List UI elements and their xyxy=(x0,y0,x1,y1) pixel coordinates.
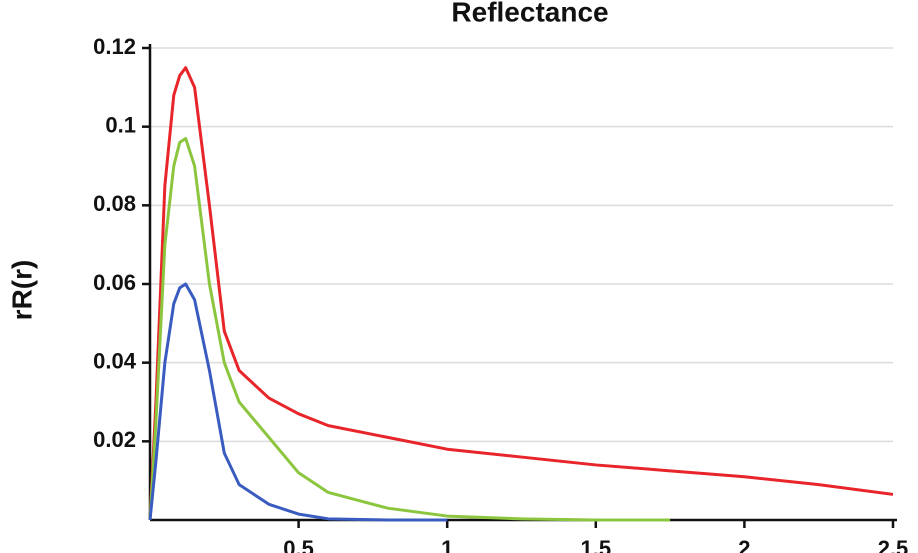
y-tick-label: 0.02 xyxy=(93,427,136,452)
x-tick-label: 0.5 xyxy=(283,536,314,553)
chart-title: Reflectance xyxy=(451,0,608,27)
y-axis-label: rR(r) xyxy=(6,260,37,321)
y-tick-label: 0.1 xyxy=(105,112,136,137)
y-tick-label: 0.08 xyxy=(93,191,136,216)
x-tick-label: 1.5 xyxy=(581,536,612,553)
x-tick-label: 2.5 xyxy=(878,536,909,553)
x-tick-label: 2 xyxy=(738,536,750,553)
line xyxy=(148,282,448,522)
y-tick-label: 0.06 xyxy=(93,270,136,295)
x-tick-label: 1 xyxy=(441,536,453,553)
line xyxy=(148,66,894,521)
y-tick-label: 0.04 xyxy=(93,348,137,373)
y-tick-label: 0.12 xyxy=(93,34,136,59)
line xyxy=(148,136,671,522)
